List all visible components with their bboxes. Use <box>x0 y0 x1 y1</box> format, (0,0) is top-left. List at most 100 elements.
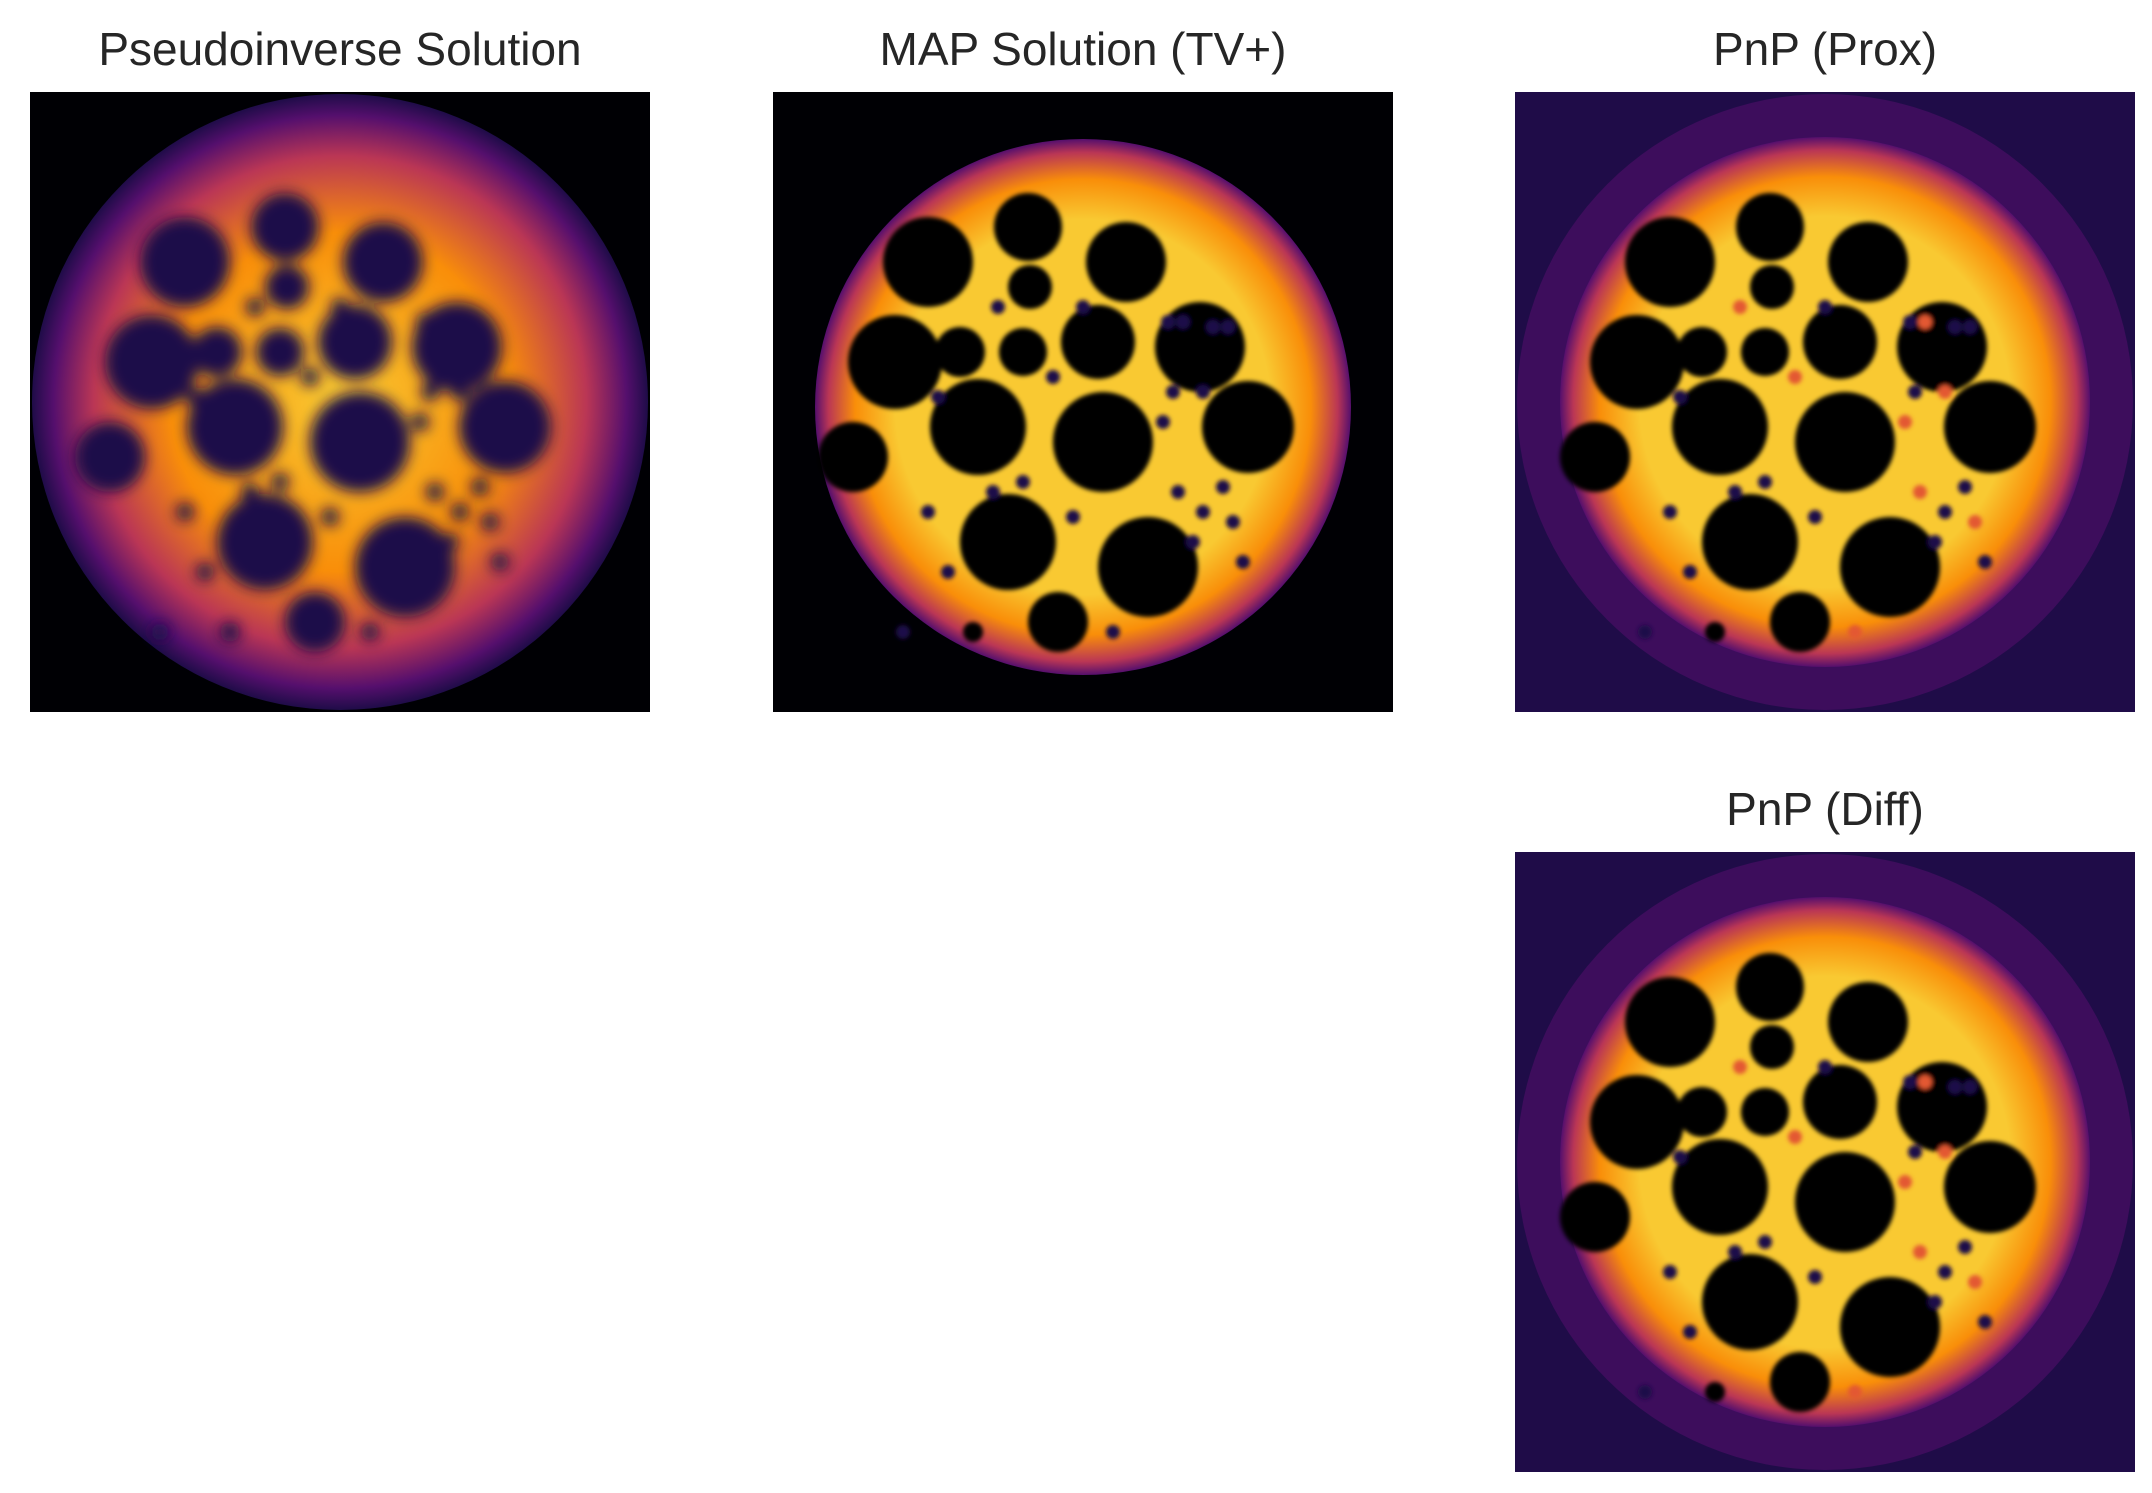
phantom-hole <box>318 305 392 379</box>
phantom-dot <box>1196 505 1210 519</box>
phantom-hole <box>1702 1254 1798 1350</box>
phantom-dot <box>431 313 449 331</box>
phantom-dot <box>1978 1315 1992 1329</box>
phantom-dot <box>186 388 204 406</box>
phantom-hole <box>848 315 942 409</box>
phantom-hole <box>1028 592 1088 652</box>
phantom-hole <box>1053 392 1153 492</box>
phantom-dot <box>1908 1145 1922 1159</box>
phantom-dot <box>451 383 469 401</box>
phantom-hole <box>1672 379 1768 475</box>
phantom-dot <box>1733 300 1747 314</box>
phantom-dot <box>1186 535 1200 549</box>
phantom-dot <box>1788 1130 1802 1144</box>
phantom-dot <box>476 318 494 336</box>
phantom-hole <box>310 392 410 492</box>
phantom-dot <box>1171 485 1185 499</box>
phantom-hole <box>140 217 230 307</box>
phantom-dot <box>1818 300 1832 314</box>
panel-map-tv: MAP Solution (TV+) <box>773 18 1393 712</box>
phantom-hole <box>1770 592 1830 652</box>
phantom-dot <box>411 413 429 431</box>
phantom-dot <box>1206 320 1220 334</box>
panel-pseudoinverse: Pseudoinverse Solution <box>30 18 650 712</box>
panel-pnp-diff: PnP (Diff) <box>1515 778 2135 1472</box>
phantom-dot <box>1903 1075 1917 1089</box>
phantom-hole <box>1086 222 1166 302</box>
reconstruction-image <box>773 92 1393 712</box>
phantom-hole <box>994 193 1062 261</box>
phantom-hole <box>1590 315 1684 409</box>
phantom-dot <box>1016 475 1030 489</box>
phantom-dot <box>1663 505 1677 519</box>
panel-title: Pseudoinverse Solution <box>98 23 582 75</box>
phantom-hole <box>818 422 888 492</box>
phantom-hole <box>1736 953 1804 1021</box>
phantom-hole <box>1625 977 1715 1067</box>
phantom-dot <box>481 513 499 531</box>
phantom-dot <box>1196 385 1210 399</box>
holes-group <box>1560 193 2036 652</box>
panel-pnp-prox: PnP (Prox) <box>1515 18 2135 712</box>
phantom-dot <box>1066 510 1080 524</box>
phantom-dot <box>451 503 469 521</box>
phantom-hole <box>1944 1141 2036 1233</box>
holes-group <box>1560 953 2036 1412</box>
phantom-dot <box>991 300 1005 314</box>
holes-group <box>75 193 551 652</box>
phantom-dot <box>491 553 509 571</box>
phantom-dot <box>1903 315 1917 329</box>
phantom-dot <box>1958 1240 1972 1254</box>
phantom-dot <box>1176 315 1190 329</box>
phantom-hole <box>1795 1152 1895 1252</box>
phantom-hole <box>251 193 319 261</box>
holes-group <box>818 193 1294 652</box>
phantom-dot <box>1236 555 1250 569</box>
phantom-hole <box>192 327 242 377</box>
phantom-hole <box>1741 1088 1789 1136</box>
reconstruction-image <box>1515 852 2135 1472</box>
phantom-dot <box>1076 300 1090 314</box>
phantom-dot <box>416 313 434 331</box>
phantom-hole <box>1741 328 1789 376</box>
phantom-hole <box>1803 1065 1877 1139</box>
phantom-hole <box>187 379 283 475</box>
phantom-dot <box>1663 1265 1677 1279</box>
phantom-map <box>773 92 1393 712</box>
phantom-dot <box>1918 1075 1932 1089</box>
phantom-dot <box>241 483 259 501</box>
phantom-dot <box>1913 1245 1927 1259</box>
phantom-dot <box>896 625 910 639</box>
phantom-dot <box>1221 320 1235 334</box>
phantom-dot <box>1733 1060 1747 1074</box>
phantom-hole <box>1625 217 1715 307</box>
phantom-dot <box>1683 565 1697 579</box>
phantom-dot <box>1918 315 1932 329</box>
phantom-dot <box>931 390 945 404</box>
phantom-hole <box>1702 494 1798 590</box>
phantom-dot <box>1788 370 1802 384</box>
phantom-dot <box>1638 625 1652 639</box>
phantom-hole <box>1750 265 1794 309</box>
phantom-dot <box>1156 415 1170 429</box>
phantom-hole <box>1705 1382 1725 1402</box>
phantom-dot <box>1948 320 1962 334</box>
phantom-dot <box>471 478 489 496</box>
phantom-hole <box>1770 1352 1830 1412</box>
phantom-hole <box>1944 381 2036 473</box>
phantom-dot <box>1758 1235 1772 1249</box>
phantom-hole <box>1677 327 1727 377</box>
phantom-dot <box>1808 510 1822 524</box>
phantom-hole <box>343 222 423 302</box>
phantom-dot <box>1913 485 1927 499</box>
phantom-hole <box>459 381 551 473</box>
reconstruction-image <box>30 92 650 712</box>
phantom-dot <box>986 485 1000 499</box>
phantom-hole <box>1736 193 1804 261</box>
phantom-hole <box>999 328 1047 376</box>
phantom-hole <box>355 517 455 617</box>
phantom-dot <box>1848 1385 1862 1399</box>
phantom-dot <box>1938 1145 1952 1159</box>
phantom-dot <box>1948 1080 1962 1094</box>
panel-title: MAP Solution (TV+) <box>879 23 1287 75</box>
